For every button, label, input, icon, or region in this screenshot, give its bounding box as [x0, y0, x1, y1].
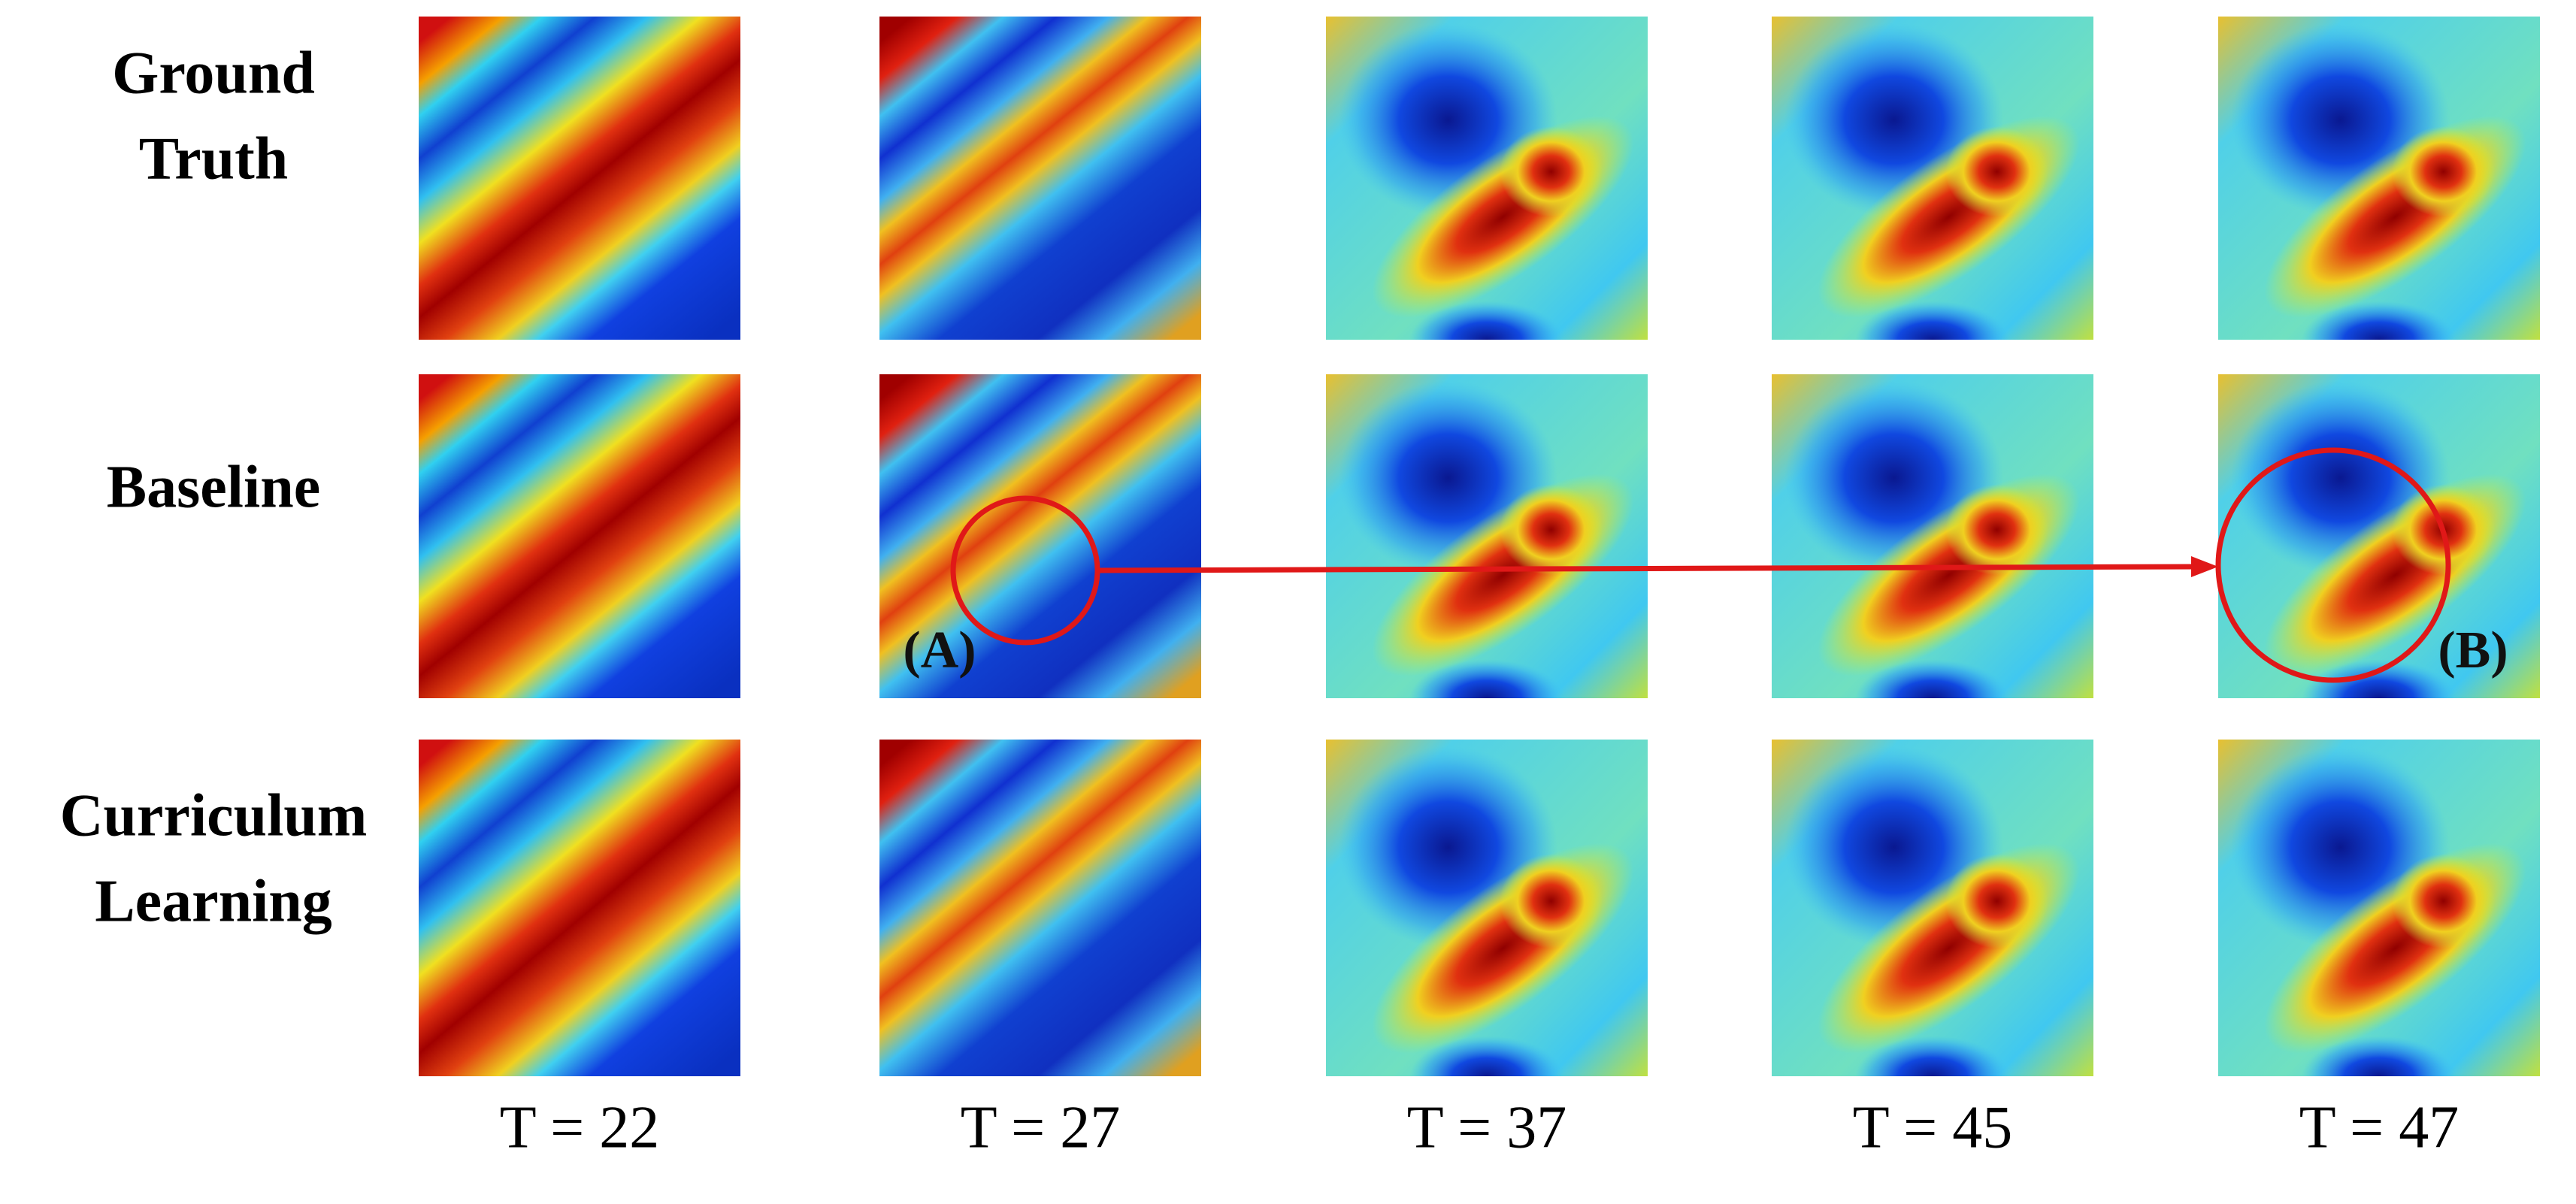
heatmap	[419, 374, 740, 698]
row-label: Baseline	[107, 454, 320, 520]
row-label: Ground Truth	[112, 40, 315, 192]
row-label-line: Curriculum	[60, 782, 368, 849]
heatmap	[1326, 374, 1648, 698]
row-label-line: Baseline	[107, 454, 320, 520]
column-label: T = 37	[1407, 1094, 1567, 1160]
heatmap	[1772, 374, 2093, 698]
column-label: T = 22	[500, 1094, 660, 1160]
heatmap	[1772, 740, 2093, 1076]
arrow-line	[1097, 564, 2196, 573]
row-label-line: Learning	[95, 868, 332, 934]
heatmap	[1772, 17, 2093, 340]
heatmap	[419, 17, 740, 340]
heatmap	[879, 740, 1201, 1076]
heatmap	[419, 740, 740, 1076]
row-label-line: Truth	[139, 126, 289, 192]
annotation: (A)	[903, 622, 976, 679]
column-label: T = 47	[2299, 1094, 2459, 1160]
column-label: T = 27	[961, 1094, 1121, 1160]
heatmap	[2218, 17, 2540, 340]
heatmap	[1326, 740, 1648, 1076]
arrow-head	[2191, 556, 2218, 577]
row-label-line: Ground	[112, 40, 315, 106]
heatmap	[2218, 740, 2540, 1076]
highlight-circle	[2215, 447, 2451, 683]
annotation: (B)	[2438, 622, 2508, 679]
heatmap	[879, 17, 1201, 340]
column-label: T = 45	[1853, 1094, 2013, 1160]
heatmap	[1326, 17, 1648, 340]
heatmap	[2218, 374, 2540, 698]
row-label: Curriculum Learning	[60, 782, 368, 934]
